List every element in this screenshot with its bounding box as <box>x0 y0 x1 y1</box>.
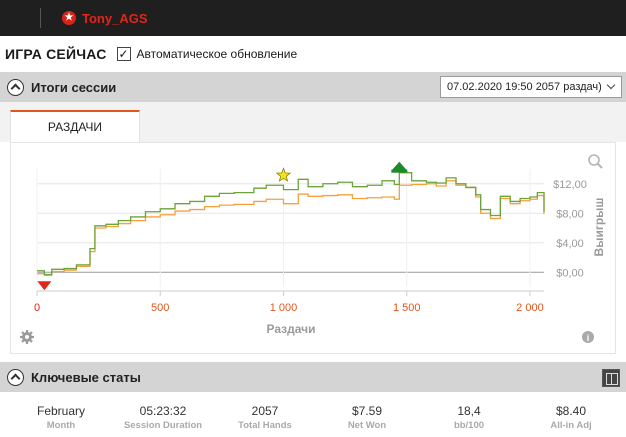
stat-value: $7.59 <box>351 404 383 418</box>
collapse-session-summary-button[interactable] <box>7 78 24 96</box>
star-marker <box>275 167 292 182</box>
x-tick-label: 2 000 <box>516 302 544 314</box>
top-bar-divider <box>40 8 41 28</box>
grid-layout-icon[interactable] <box>602 369 620 387</box>
max-marker <box>391 161 408 171</box>
y-tick-label: $0,00 <box>556 267 584 279</box>
chevron-down-icon <box>606 80 616 90</box>
username: Tony_AGS <box>82 10 148 26</box>
settings-gear-icon[interactable] <box>20 330 34 344</box>
stat-value: February <box>36 404 86 418</box>
stat-value: 05:23:32 <box>139 404 187 418</box>
stat-label: All-in Adj <box>550 420 592 431</box>
max-marker-base <box>391 169 408 173</box>
x-axis-label: Раздачи <box>267 322 316 336</box>
stat-session-duration: 05:23:32 Session Duration <box>113 404 213 431</box>
session-select[interactable]: 07.02.2020 19:50 2057 раздач) <box>440 76 622 98</box>
key-stats-title: Ключевые статы <box>31 369 141 385</box>
session-select-value: 07.02.2020 19:50 2057 раздач) <box>447 81 602 93</box>
session-summary-title: Итоги сессии <box>31 79 117 95</box>
page-header: ИГРА СЕЙЧАС ✓ Автоматическое обновление <box>0 36 626 72</box>
tab-hands[interactable]: РАЗДАЧИ <box>10 110 140 142</box>
series-line-net-won <box>37 172 545 276</box>
y-tick-label: $12,00 <box>553 179 587 191</box>
collapse-key-stats-button[interactable] <box>7 368 24 386</box>
top-bar: ★ Tony_AGS <box>0 0 626 36</box>
page-title: ИГРА СЕЙЧАС <box>5 46 107 62</box>
stat-net-won: $7.59 Net Won <box>317 404 417 431</box>
svg-text:i: i <box>587 333 590 343</box>
y-tick-label: $8,00 <box>556 208 584 220</box>
stat-value: $8.40 <box>555 404 587 418</box>
winnings-chart-svg: 0 500 1 000 1 500 2 000 $0,00 $4,00 $8,00 $12,0… <box>20 154 606 344</box>
stat-value: 18,4 <box>457 404 481 418</box>
stat-label: Net Won <box>347 420 387 431</box>
x-axis-ticks: 0 500 1 000 1 500 2 000 <box>34 302 544 314</box>
pokerstars-logo-icon: ★ <box>62 11 76 25</box>
stat-label: Total Hands <box>238 420 292 431</box>
y-tick-label: $4,00 <box>556 238 584 250</box>
stat-bb-100: 18,4 bb/100 <box>419 404 519 431</box>
stat-all-in-adj: $8.40 All-in Adj <box>521 404 621 431</box>
info-icon[interactable]: i <box>582 331 594 343</box>
stat-label: Session Duration <box>123 420 203 431</box>
x-tick-label: 500 <box>151 302 169 314</box>
x-tick-label: 1 000 <box>270 302 298 314</box>
x-tick-label: 0 <box>34 302 40 314</box>
session-summary-header: Итоги сессии 07.02.2020 19:50 2057 разда… <box>0 72 626 102</box>
key-stats-row: February Month 05:23:32 Session Duration… <box>0 392 626 437</box>
stat-label: Month <box>46 420 76 431</box>
stat-month: February Month <box>11 404 111 431</box>
stat-total-hands: 2057 Total Hands <box>215 404 315 431</box>
auto-refresh-checkbox[interactable]: ✓ <box>116 47 131 61</box>
x-tick-label: 1 500 <box>393 302 421 314</box>
series-line-all-in-adj <box>37 180 545 276</box>
zoom-icon[interactable] <box>588 154 603 169</box>
chart-markers <box>37 161 408 291</box>
stat-value: 2057 <box>251 404 279 418</box>
key-stats-header: Ключевые статы <box>0 362 626 392</box>
chart-tabs: РАЗДАЧИ <box>0 102 626 142</box>
stat-label: bb/100 <box>453 420 485 431</box>
user-account[interactable]: ★ Tony_AGS <box>62 0 148 36</box>
chart-lines <box>37 172 545 276</box>
y-axis-ticks: $0,00 $4,00 $8,00 $12,00 <box>553 179 587 280</box>
auto-refresh-label[interactable]: Автоматическое обновление <box>136 47 298 61</box>
min-marker <box>37 281 52 291</box>
y-axis-label: Выигрыш <box>592 198 606 257</box>
winnings-chart: 0 500 1 000 1 500 2 000 $0,00 $4,00 $8,00 $12,0… <box>10 142 616 354</box>
